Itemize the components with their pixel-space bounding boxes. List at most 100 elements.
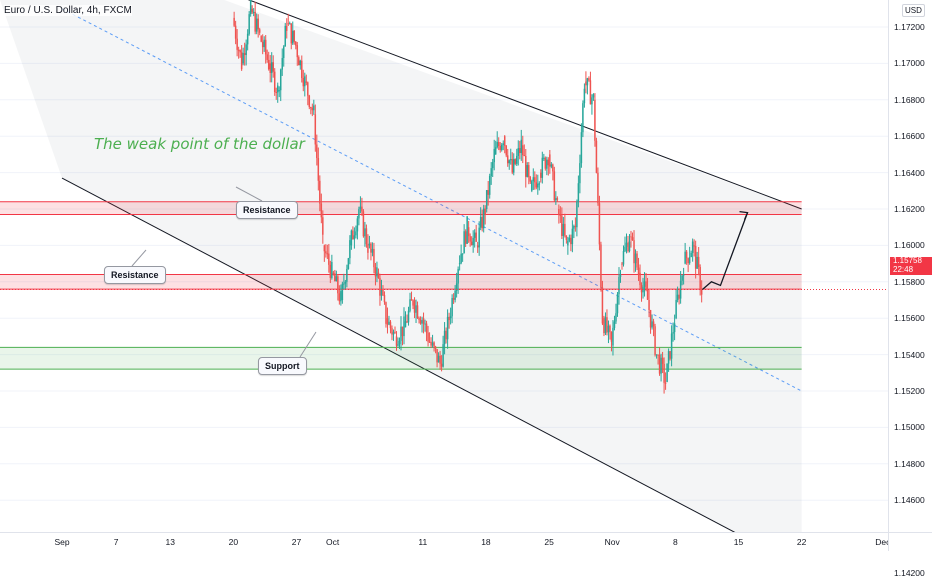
- candle-body: [382, 289, 384, 296]
- candle-body: [675, 299, 677, 319]
- candle-body: [534, 177, 536, 183]
- candle-body: [257, 18, 259, 30]
- candle-body: [332, 272, 335, 274]
- candle-body: [649, 309, 652, 328]
- candle-body: [388, 321, 390, 325]
- candle-body: [391, 328, 393, 335]
- candle-body: [299, 60, 302, 66]
- resistance-upper-pointer: [235, 186, 263, 202]
- candle-body: [367, 244, 369, 253]
- symbol-title[interactable]: Euro / U.S. Dollar, 4h, FXCM: [4, 5, 132, 16]
- candle-body: [562, 223, 565, 236]
- candle-body: [252, 11, 255, 13]
- candle-body: [565, 235, 568, 240]
- candle-body: [657, 354, 659, 356]
- candle-body: [684, 251, 686, 264]
- candle-body: [580, 132, 583, 164]
- candle-body: [326, 253, 329, 255]
- price-tick-label: 1.14200: [894, 568, 925, 578]
- candle-body: [511, 159, 513, 173]
- candle-body: [383, 295, 386, 303]
- price-chart-plot[interactable]: [0, 0, 888, 532]
- candle-body: [634, 253, 637, 264]
- currency-button[interactable]: USD: [902, 4, 925, 17]
- candle-body: [273, 71, 276, 92]
- candle-body: [691, 241, 694, 253]
- candle-body: [497, 142, 500, 146]
- candle-body: [470, 241, 473, 246]
- candle-body: [254, 11, 256, 32]
- candle-body: [547, 159, 550, 166]
- candle-body: [525, 155, 527, 177]
- candle-body: [585, 81, 587, 86]
- candle-body: [421, 320, 423, 324]
- candle-body: [579, 163, 581, 184]
- time-axis[interactable]: Sep 7 13 20 27 Oct 11 18 25 Nov 8 15 22 Dec: [0, 532, 891, 551]
- candle-body: [258, 29, 261, 33]
- time-tick-label: 20: [228, 537, 239, 547]
- candle-body: [398, 340, 401, 345]
- candle-body: [269, 63, 271, 73]
- candle-body: [487, 190, 489, 195]
- candle-body: [473, 232, 476, 238]
- candle-body: [243, 52, 246, 56]
- candle-body: [700, 289, 703, 295]
- price-tick-label: 1.14600: [894, 495, 925, 506]
- candle-body: [454, 290, 456, 300]
- candle-body: [455, 283, 458, 291]
- candle-body: [403, 316, 405, 337]
- candle-body: [379, 277, 381, 296]
- candle-body: [564, 223, 566, 236]
- candle-body: [353, 235, 356, 240]
- time-tick-label: Dec: [875, 537, 891, 547]
- candle-body: [267, 59, 270, 70]
- candle-body: [664, 382, 667, 384]
- candle-body: [329, 264, 332, 278]
- candle-body: [451, 298, 453, 317]
- time-tick-label: 13: [165, 537, 175, 547]
- candle-body: [440, 363, 443, 367]
- candle-body: [314, 114, 317, 145]
- candle-body: [401, 326, 404, 337]
- candle-body: [577, 183, 580, 202]
- candle-body: [476, 245, 479, 248]
- candle-body: [296, 45, 299, 58]
- axis-corner: [888, 532, 932, 551]
- candle-body: [316, 144, 318, 159]
- channel-upper-line: [247, 0, 802, 210]
- candle-body: [529, 176, 532, 182]
- candle-body: [606, 317, 608, 333]
- candle-body: [652, 321, 655, 327]
- candle-body: [667, 351, 670, 364]
- candle-body: [503, 136, 506, 146]
- candle-body: [358, 209, 360, 219]
- candle-body: [422, 318, 425, 324]
- candle-body: [335, 276, 338, 282]
- candle-body: [520, 139, 523, 154]
- candle-body: [331, 261, 333, 278]
- candle-body: [628, 241, 631, 252]
- candle-body: [460, 253, 462, 264]
- candle-body: [242, 52, 244, 64]
- candle-body: [561, 215, 563, 236]
- candle-body: [285, 25, 288, 31]
- candle-body: [553, 171, 556, 201]
- candle-body: [392, 331, 395, 335]
- candle-body: [592, 94, 595, 98]
- candle-body: [415, 305, 417, 313]
- candle-body: [506, 155, 509, 164]
- candle-body: [559, 214, 562, 216]
- candle-body: [619, 274, 622, 277]
- candle-body: [261, 41, 264, 48]
- candle-body: [282, 46, 285, 58]
- candle-body: [412, 300, 414, 306]
- channel-midline: [61, 8, 802, 392]
- candle-body: [516, 155, 518, 164]
- candle-body: [583, 88, 586, 104]
- candle-body: [690, 252, 692, 258]
- candle-body: [573, 226, 575, 229]
- candle-body: [279, 69, 282, 91]
- candle-body: [491, 162, 494, 169]
- candle-body: [431, 342, 434, 346]
